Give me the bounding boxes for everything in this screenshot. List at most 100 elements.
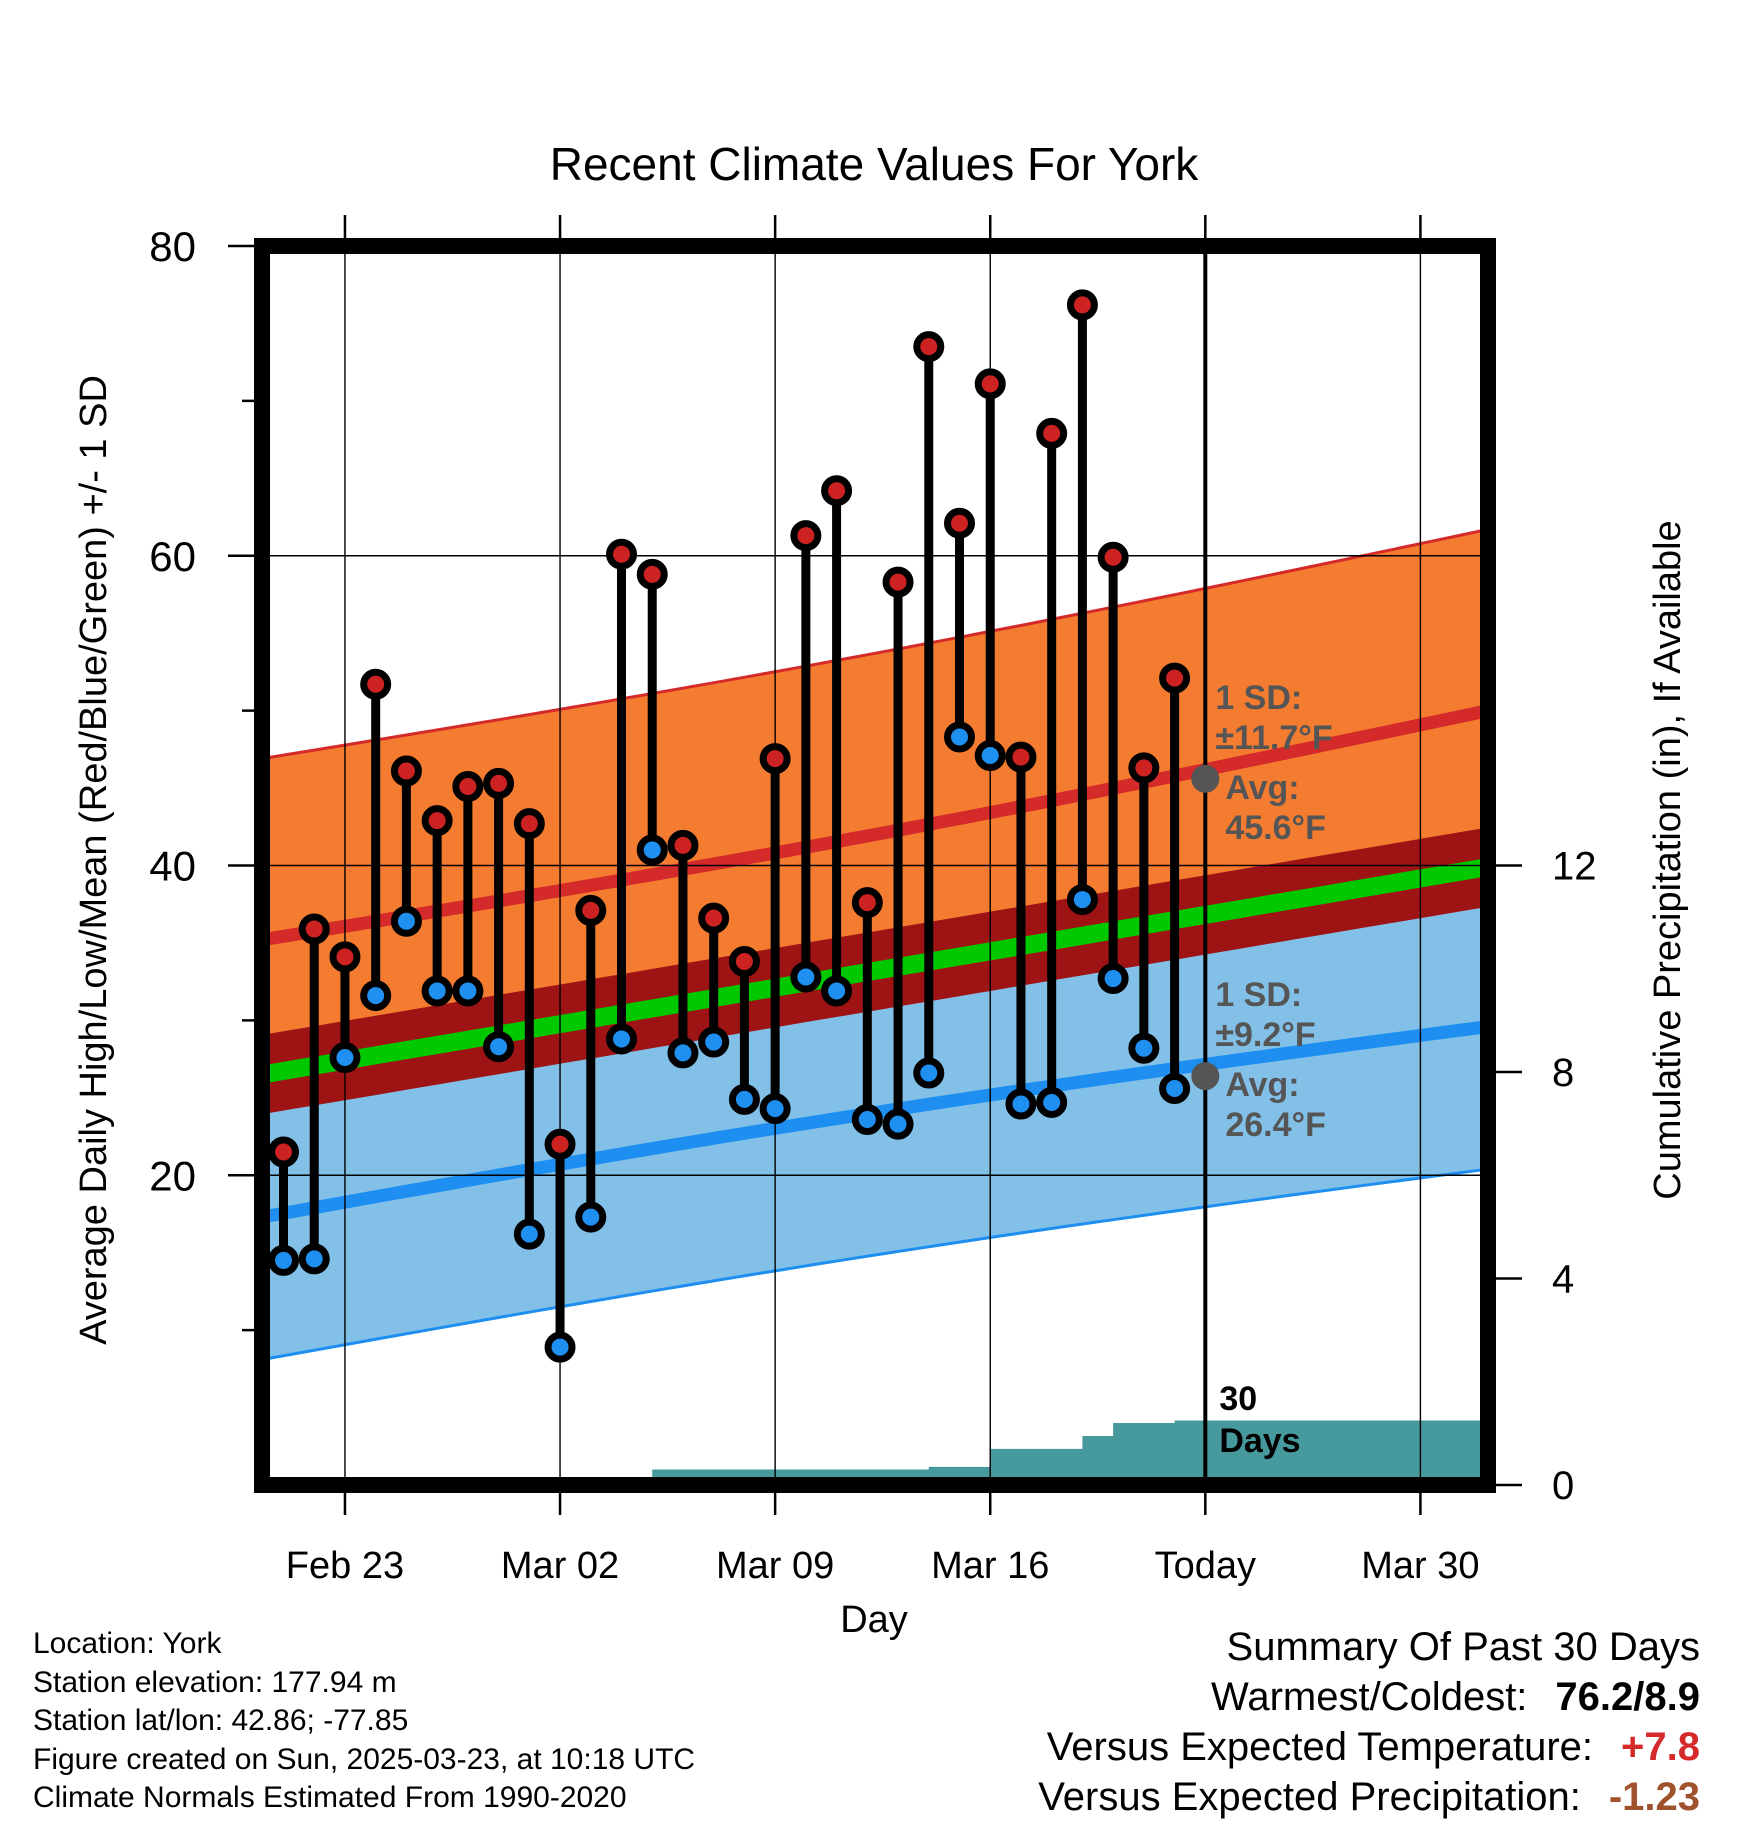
daily-range-stems (279, 304, 1180, 1348)
low-point (544, 1331, 576, 1363)
summary-heading: Summary Of Past 30 Days (1226, 1625, 1700, 1669)
high-point (821, 475, 853, 507)
high-point (790, 520, 822, 552)
low-point (851, 1103, 883, 1135)
high-point (1097, 541, 1129, 573)
low-point (667, 1037, 699, 1069)
high-point (759, 743, 791, 775)
axes: 20 40 60 80 0 4 8 12 Feb 23 Mar 02 Mar 09 Mar 16 Tod… (149, 215, 1597, 1587)
window-days-label: Days (1219, 1422, 1300, 1460)
low-point (1097, 963, 1129, 995)
high-point (943, 507, 975, 539)
chart-title: Recent Climate Values For York (550, 138, 1200, 190)
low-avg-marker (1191, 1062, 1220, 1091)
high-point (851, 887, 883, 919)
temperature-anomaly-value: +7.8 (1621, 1725, 1700, 1769)
low-point (1036, 1086, 1068, 1118)
right-tick-label: 0 (1552, 1464, 1574, 1508)
high-point (1005, 741, 1037, 773)
location-text: Location: York (33, 1627, 222, 1660)
high-point (329, 941, 361, 973)
left-tick-label: 20 (149, 1152, 196, 1199)
high-avg-label: Avg: (1225, 769, 1299, 807)
precipitation-area (529, 1420, 1488, 1485)
x-axis-label: Day (840, 1599, 908, 1641)
high-point (1128, 752, 1160, 784)
low-point (606, 1023, 638, 1055)
low-point (360, 980, 392, 1012)
high-sd-value: ±11.7°F (1215, 719, 1332, 757)
low-avg-label: Avg: (1225, 1066, 1299, 1104)
x-tick-label: Feb 23 (286, 1545, 404, 1587)
precipitation-anomaly-row: Versus Expected Precipitation: -1.23 (1038, 1772, 1700, 1822)
low-point (790, 961, 822, 993)
low-avg-value: 26.4°F (1225, 1106, 1326, 1144)
y-axis-label-left: Average Daily High/Low/Mean (Red/Blue/Gr… (73, 375, 115, 1345)
elevation-text: Station elevation: 177.94 m (33, 1665, 397, 1699)
x-tick-label: Mar 16 (931, 1545, 1049, 1587)
right-tick-label: 4 (1552, 1258, 1574, 1302)
low-point (974, 740, 1006, 772)
low-point (728, 1083, 760, 1115)
cumulative-precipitation-area (529, 1420, 1488, 1485)
low-point (821, 975, 853, 1007)
high-point (1159, 662, 1191, 694)
x-tick-label: Mar 30 (1361, 1545, 1479, 1587)
low-point (268, 1244, 300, 1276)
temperature-anomaly-label: Versus Expected Temperature: (1046, 1725, 1594, 1769)
left-tick-label: 40 (149, 843, 196, 890)
low-point (513, 1218, 545, 1250)
latlon-text: Station lat/lon: 42.86; -77.85 (33, 1704, 409, 1737)
temperature-anomaly-row: Versus Expected Temperature: +7.8 (1038, 1722, 1700, 1772)
x-tick-label: Mar 09 (716, 1545, 834, 1587)
high-point (974, 368, 1006, 400)
normals-text: Climate Normals Estimated From 1990-2020 (33, 1781, 627, 1814)
high-point (575, 894, 607, 926)
low-point (882, 1108, 914, 1140)
low-point (1066, 884, 1098, 916)
high-point (360, 668, 392, 700)
high-avg-value: 45.6°F (1225, 809, 1326, 847)
warmest-coldest-value: 76.2/8.9 (1555, 1675, 1700, 1719)
high-sd-label: 1 SD: (1215, 679, 1302, 717)
high-point (298, 913, 330, 945)
right-tick-label: 8 (1552, 1051, 1574, 1095)
high-point (1066, 289, 1098, 321)
high-point (513, 808, 545, 840)
window-days-number: 30 (1219, 1380, 1257, 1418)
high-avg-marker (1191, 764, 1220, 793)
low-point (698, 1026, 730, 1058)
low-point (636, 834, 668, 866)
high-point (913, 331, 945, 363)
x-tick-label: Today (1155, 1545, 1256, 1587)
high-point (544, 1128, 576, 1160)
summary-panel: Summary Of Past 30 Days Warmest/Coldest:… (1038, 1622, 1700, 1822)
high-point (421, 805, 453, 837)
created-text: Figure created on Sun, 2025-03-23, at 10… (33, 1742, 696, 1776)
low-point (1128, 1032, 1160, 1064)
precipitation-anomaly-label: Versus Expected Precipitation: (1038, 1775, 1581, 1819)
low-point (329, 1042, 361, 1074)
warmest-coldest-label: Warmest/Coldest: (1211, 1675, 1528, 1719)
high-point (698, 902, 730, 934)
high-point (1036, 417, 1068, 449)
low-point (575, 1201, 607, 1233)
high-point (483, 767, 515, 799)
low-sd-value: ±9.2°F (1215, 1016, 1315, 1054)
precipitation-anomaly-value: -1.23 (1608, 1775, 1700, 1819)
low-point (452, 975, 484, 1007)
low-point (1159, 1073, 1191, 1105)
warmest-coldest-row: Warmest/Coldest: 76.2/8.9 (1038, 1672, 1700, 1722)
high-point (452, 771, 484, 803)
low-point (390, 905, 422, 937)
low-point (483, 1031, 515, 1063)
station-info: Location: York Station elevation: 177.94… (33, 1625, 695, 1818)
daily-points (268, 289, 1191, 1363)
high-point (667, 829, 699, 861)
high-point (882, 566, 914, 598)
low-point (1005, 1088, 1037, 1120)
high-point (268, 1136, 300, 1168)
high-point (636, 558, 668, 590)
